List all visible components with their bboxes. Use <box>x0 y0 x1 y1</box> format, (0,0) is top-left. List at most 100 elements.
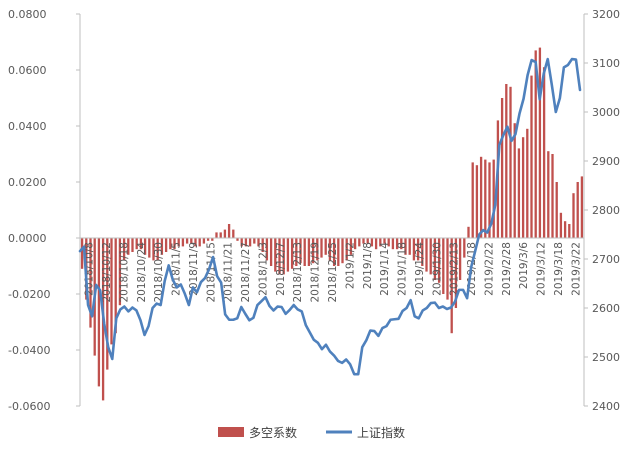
y-right-tick-label: 3100 <box>592 57 620 70</box>
bar-mark <box>412 238 416 261</box>
bar-mark <box>286 238 290 272</box>
bar-mark <box>542 67 546 238</box>
bar-mark <box>211 238 214 241</box>
x-tick-label: 2019/1/18 <box>397 242 409 296</box>
bar-mark <box>261 238 264 252</box>
bar-mark <box>458 238 462 280</box>
x-tick-label: 2018/10/12 <box>101 242 113 303</box>
x-tick-label: 2019/1/8 <box>362 242 374 289</box>
bar-mark <box>139 238 143 250</box>
bar-mark <box>400 238 403 250</box>
y-left-tick-label: 0.0000 <box>8 232 47 245</box>
bar-mark <box>122 238 126 261</box>
x-tick-label: 2018/11/9 <box>188 242 200 296</box>
bar-mark <box>337 238 340 266</box>
line-series-shanghai-index <box>78 57 582 376</box>
x-tick-label: 2019/1/30 <box>431 242 443 296</box>
x-tick-label: 2019/3/12 <box>536 242 548 296</box>
x-tick-label: 2018/11/27 <box>240 242 252 303</box>
bar-mark <box>563 221 567 238</box>
bar-mark <box>442 238 445 294</box>
bar-mark <box>421 238 424 266</box>
bar-mark <box>379 238 382 247</box>
bar-mark <box>219 232 222 238</box>
bar-mark <box>526 128 529 238</box>
bar-mark <box>169 238 172 250</box>
y-left-tick-label: 0.0800 <box>8 8 47 21</box>
bar-mark <box>370 238 374 247</box>
bar-mark <box>89 238 92 328</box>
bar-mark <box>114 238 117 334</box>
bar-mark <box>311 238 315 264</box>
bar-mark <box>576 182 579 238</box>
bar-mark <box>106 238 109 370</box>
bar-mark <box>227 224 231 238</box>
bar-mark <box>127 238 130 255</box>
bar-mark <box>160 238 164 255</box>
bar-mark <box>148 238 151 258</box>
bar-mark <box>429 238 432 275</box>
x-tick-label: 2019/2/28 <box>501 242 513 296</box>
bar-mark <box>555 182 558 238</box>
x-tick-label: 2019/1/2 <box>344 242 356 289</box>
bar-mark <box>223 229 227 238</box>
y-left-tick-label: -0.0200 <box>8 288 50 301</box>
bar-mark <box>303 238 306 266</box>
bar-mark <box>135 238 138 250</box>
bar-mark <box>143 238 147 255</box>
bar-mark <box>353 238 357 250</box>
bar-mark <box>232 229 235 238</box>
bar-mark <box>547 151 550 238</box>
x-tick-label: 2019/3/6 <box>518 242 530 289</box>
bar-mark <box>290 238 294 269</box>
x-tick-label: 2018/10/24 <box>136 242 148 303</box>
bar-mark <box>173 238 176 250</box>
bar-mark <box>530 75 533 238</box>
bar-mark <box>383 238 386 244</box>
bar-mark <box>240 238 243 247</box>
bar-mark <box>269 238 273 266</box>
bar-mark <box>198 238 201 247</box>
bar-mark <box>509 86 512 238</box>
bar-mark <box>316 238 319 261</box>
x-tick-label: 2018/12/3 <box>257 242 269 296</box>
x-tick-label: 2018/11/21 <box>223 242 235 303</box>
bar-mark <box>349 238 353 255</box>
y-right-tick-label: 2800 <box>592 204 620 217</box>
y-left-tick-label: 0.0200 <box>8 176 47 189</box>
bar-mark <box>568 224 571 238</box>
bar-mark <box>395 238 399 250</box>
bar-mark <box>358 238 361 247</box>
bar-mark <box>164 238 168 252</box>
y-left-tick-label: -0.0600 <box>8 400 50 413</box>
bar-mark <box>374 238 378 250</box>
bar-mark <box>282 238 285 275</box>
x-tick-label: 2018/12/13 <box>292 242 304 303</box>
bar-mark <box>479 156 483 238</box>
bar-mark <box>265 238 269 261</box>
x-tick-label: 2018/12/7 <box>275 242 287 296</box>
bar-mark <box>433 238 437 280</box>
bar-mark <box>328 238 332 261</box>
bar-mark <box>404 238 407 255</box>
line-series-group <box>78 57 582 376</box>
y-right-tick-label: 3200 <box>592 8 620 21</box>
bar-mark <box>80 238 84 269</box>
bar-mark <box>467 226 470 238</box>
bar-mark <box>299 238 302 264</box>
bar-mark <box>190 238 193 244</box>
x-tick-label: 2018/12/19 <box>310 242 322 303</box>
y-right-tick-label: 2600 <box>592 302 620 315</box>
x-tick-label: 2019/1/14 <box>379 242 391 296</box>
bar-mark <box>488 162 491 238</box>
bar-mark <box>572 193 575 238</box>
bar-mark <box>534 50 537 239</box>
bar-mark <box>463 238 466 258</box>
y-right-tick-label: 2900 <box>592 155 620 168</box>
bar-mark <box>505 84 508 238</box>
bar-mark <box>278 238 281 275</box>
bar-mark <box>215 232 218 238</box>
bar-mark <box>345 238 348 261</box>
